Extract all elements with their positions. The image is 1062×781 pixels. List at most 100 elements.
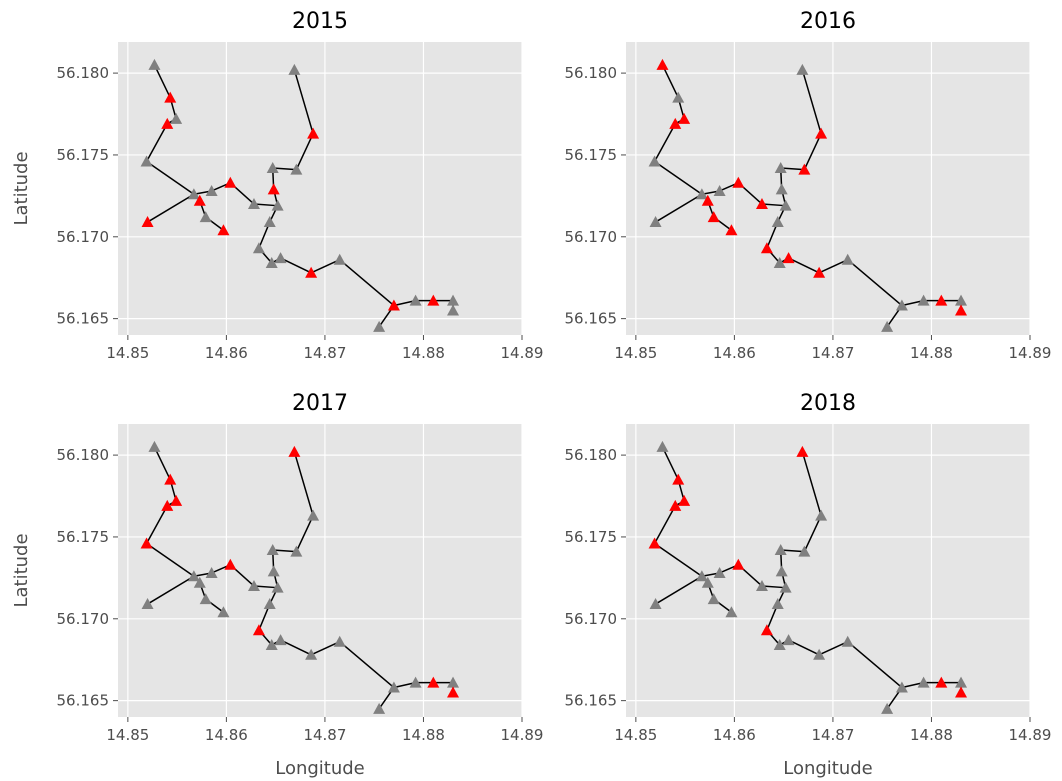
point bbox=[305, 648, 318, 660]
point bbox=[199, 211, 212, 223]
edge bbox=[153, 64, 171, 98]
edge bbox=[661, 64, 679, 98]
y-tick-label: 56.165 bbox=[57, 692, 110, 710]
y-tick-label: 56.175 bbox=[565, 528, 618, 546]
y-tick-label: 56.180 bbox=[565, 64, 618, 82]
x-tick-label: 14.89 bbox=[501, 344, 544, 362]
point bbox=[935, 676, 948, 688]
x-tick-label: 14.86 bbox=[713, 726, 756, 744]
point bbox=[290, 163, 303, 175]
point bbox=[656, 440, 669, 452]
x-axis-label: Longitude bbox=[783, 758, 873, 779]
point bbox=[881, 320, 894, 332]
point bbox=[841, 253, 854, 265]
x-tick-label: 14.89 bbox=[1009, 344, 1052, 362]
edge bbox=[147, 575, 195, 605]
point bbox=[881, 702, 894, 714]
x-tick-label: 14.88 bbox=[402, 726, 445, 744]
point bbox=[669, 117, 682, 129]
edge bbox=[761, 203, 786, 207]
edge bbox=[803, 515, 822, 552]
edge bbox=[280, 639, 312, 656]
point bbox=[755, 198, 768, 210]
edge bbox=[310, 259, 341, 274]
point bbox=[205, 184, 218, 196]
y-tick-label: 56.165 bbox=[565, 692, 618, 710]
edge bbox=[146, 542, 195, 577]
point bbox=[672, 473, 685, 485]
point bbox=[732, 558, 745, 570]
edge bbox=[788, 639, 820, 656]
point bbox=[917, 676, 930, 688]
point bbox=[779, 581, 792, 593]
y-tick-label: 56.180 bbox=[57, 64, 110, 82]
point bbox=[447, 294, 460, 306]
edge bbox=[654, 160, 703, 195]
point bbox=[773, 256, 786, 268]
edge bbox=[847, 641, 903, 689]
point bbox=[798, 163, 811, 175]
edge bbox=[272, 167, 297, 171]
edge bbox=[818, 259, 849, 274]
x-tick-label: 14.85 bbox=[614, 344, 657, 362]
edge bbox=[310, 641, 341, 656]
point bbox=[775, 183, 788, 195]
edge bbox=[654, 542, 703, 577]
edge bbox=[653, 505, 676, 544]
point bbox=[266, 544, 279, 556]
point bbox=[701, 576, 714, 588]
point bbox=[895, 681, 908, 693]
edge bbox=[153, 446, 171, 480]
point bbox=[265, 256, 278, 268]
point bbox=[695, 570, 708, 582]
point bbox=[148, 440, 161, 452]
point bbox=[274, 634, 287, 646]
edge bbox=[818, 641, 849, 656]
point bbox=[774, 162, 787, 174]
point bbox=[701, 194, 714, 206]
x-tick-label: 14.85 bbox=[106, 726, 149, 744]
x-tick-label: 14.85 bbox=[614, 726, 657, 744]
point bbox=[935, 294, 948, 306]
point bbox=[164, 91, 177, 103]
y-tick-label: 56.170 bbox=[565, 228, 618, 246]
edge bbox=[253, 585, 278, 589]
x-tick-label: 14.88 bbox=[910, 344, 953, 362]
point bbox=[271, 199, 284, 211]
point bbox=[409, 676, 422, 688]
point bbox=[288, 63, 301, 75]
point bbox=[779, 199, 792, 211]
point bbox=[148, 58, 161, 70]
y-tick-label: 56.165 bbox=[565, 310, 618, 328]
point bbox=[193, 576, 206, 588]
point bbox=[773, 638, 786, 650]
edge bbox=[272, 549, 297, 553]
point bbox=[271, 581, 284, 593]
point bbox=[252, 624, 265, 636]
x-tick-label: 14.89 bbox=[1009, 726, 1052, 744]
edge bbox=[253, 203, 278, 207]
plot-area bbox=[626, 42, 1030, 335]
edge bbox=[801, 451, 822, 516]
point bbox=[247, 580, 260, 592]
point bbox=[955, 676, 968, 688]
point bbox=[263, 598, 276, 610]
y-tick-label: 56.170 bbox=[57, 228, 110, 246]
point bbox=[672, 91, 685, 103]
x-tick-label: 14.88 bbox=[910, 726, 953, 744]
point bbox=[813, 266, 826, 278]
point bbox=[333, 635, 346, 647]
x-tick-label: 14.87 bbox=[811, 344, 854, 362]
point bbox=[263, 216, 276, 228]
point bbox=[161, 117, 174, 129]
point bbox=[141, 216, 154, 228]
edge bbox=[280, 257, 312, 274]
point bbox=[447, 686, 460, 698]
point bbox=[161, 499, 174, 511]
y-axis-label: Latitude bbox=[11, 533, 32, 607]
point bbox=[713, 566, 726, 578]
point bbox=[707, 593, 720, 605]
point bbox=[305, 266, 318, 278]
point bbox=[955, 304, 968, 316]
